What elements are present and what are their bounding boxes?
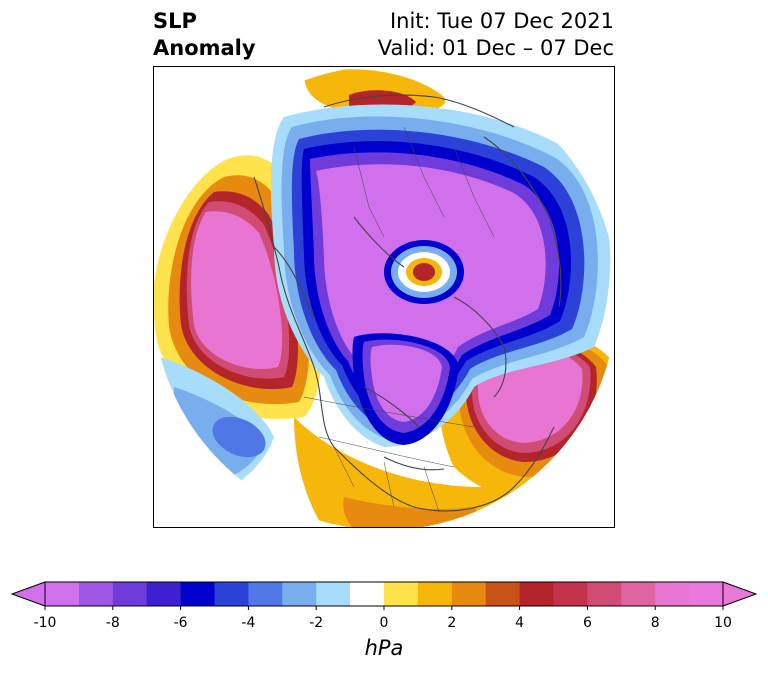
field-title: SLP — [153, 9, 197, 33]
colorbar-over-arrow — [722, 581, 758, 607]
colorbar-tick-label: -4 — [241, 615, 255, 631]
colorbar-tick-label: 10 — [714, 615, 732, 631]
pacific-high — [154, 155, 323, 419]
colorbar-box — [45, 582, 80, 606]
colorbar-tick-label: 8 — [651, 615, 660, 631]
colorbar-tick-label: 2 — [447, 615, 456, 631]
colorbar-box — [451, 582, 487, 606]
valid-range: Valid: 01 Dec – 07 Dec — [377, 36, 614, 60]
colorbar-tick-label: -2 — [309, 615, 323, 631]
canada-low-tongue — [352, 333, 459, 445]
colorbar-tick-label: 4 — [515, 615, 524, 631]
colorbar-under-arrow — [10, 581, 46, 607]
colorbar-unit: hPa — [364, 636, 404, 660]
colorbar-box — [78, 582, 114, 606]
political-borders — [303, 126, 495, 513]
colorbar-box — [214, 582, 249, 606]
init-date: Init: Tue 07 Dec 2021 — [389, 9, 614, 33]
colorbar-box — [587, 582, 622, 606]
arctic-high — [384, 240, 464, 304]
colorbar-ticks: -10 -8 -6 -4 -2 0 2 4 6 8 10 — [34, 606, 732, 631]
colorbar-tick-label: 0 — [380, 615, 389, 631]
colorbar-box — [655, 582, 690, 606]
colorbar-tick-label: -10 — [34, 615, 57, 631]
colorbar: -10 -8 -6 -4 -2 0 2 4 6 8 10 — [10, 581, 758, 631]
colorbar-box — [384, 582, 419, 606]
colorbar-box — [417, 582, 453, 606]
colorbar-tick-label: -8 — [106, 615, 120, 631]
colorbar-box — [112, 582, 148, 606]
colorbar-box — [485, 582, 521, 606]
field-subtitle: Anomaly — [153, 36, 256, 60]
colorbar-box — [180, 582, 216, 606]
tropical-pacific-low — [159, 357, 274, 492]
map-panel — [153, 66, 615, 528]
colorbar-box — [282, 582, 317, 606]
colorbar-box — [146, 582, 182, 606]
colorbar-tick-label: -6 — [174, 615, 188, 631]
map-title: SLP Anomaly — [153, 8, 256, 62]
colorbar-box — [553, 582, 588, 606]
colorbar-box — [519, 582, 555, 606]
date-info: Init: Tue 07 Dec 2021 Valid: 01 Dec – 07… — [378, 8, 614, 62]
anomaly-map — [154, 67, 614, 527]
colorbar-tick-label: 6 — [583, 615, 592, 631]
colorbar-boxes — [10, 581, 758, 607]
colorbar-box — [689, 582, 724, 606]
colorbar-box — [621, 582, 656, 606]
colorbar-box — [316, 582, 351, 606]
colorbar-box — [350, 582, 385, 606]
colorbar-box — [248, 582, 283, 606]
southern-orange — [343, 497, 477, 527]
